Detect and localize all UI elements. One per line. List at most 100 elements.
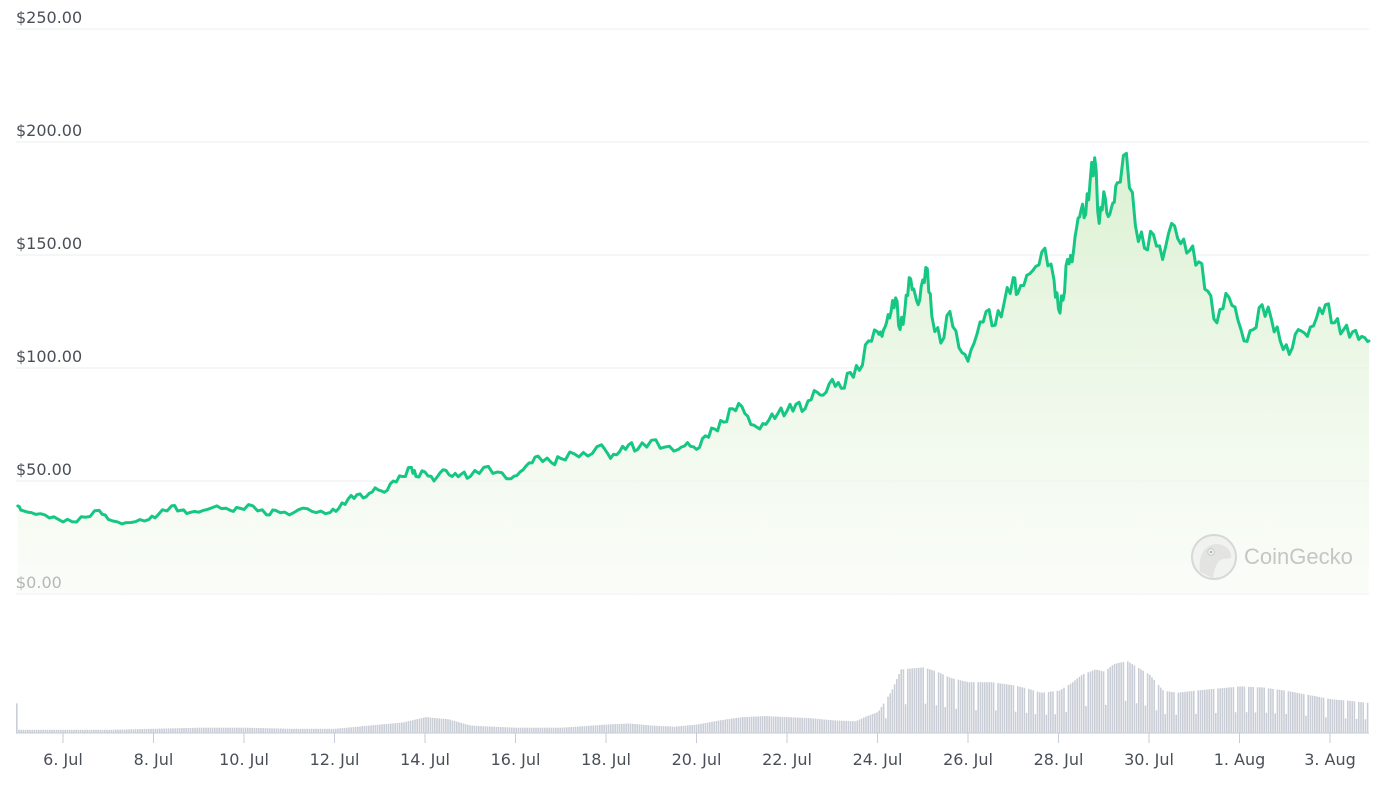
volume-bar <box>170 728 172 733</box>
volume-bar <box>790 717 792 733</box>
volume-bar <box>1289 691 1292 733</box>
volume-bar <box>759 716 762 733</box>
volume-bar <box>772 716 775 733</box>
volume-bar <box>335 728 337 733</box>
volume-bar <box>984 682 986 733</box>
volume-bar <box>167 728 170 733</box>
volume-bar <box>665 726 667 733</box>
volume-bar <box>530 727 533 733</box>
volume-bar <box>185 728 187 733</box>
volume-bar <box>779 716 781 733</box>
volume-bar <box>561 727 564 733</box>
volume-bar <box>495 726 498 733</box>
volume-bar <box>680 726 682 733</box>
volume-bar <box>766 716 768 733</box>
volume-bar <box>57 729 60 733</box>
volume-bar <box>242 727 245 733</box>
volume-bar <box>662 726 665 733</box>
volume-bar <box>1030 689 1032 733</box>
volume-bar <box>979 682 982 733</box>
volume-bar <box>286 728 289 733</box>
volume-bar <box>1131 664 1133 733</box>
volume-bar <box>469 725 471 733</box>
volume-bar <box>1041 692 1043 733</box>
volume-bar <box>871 714 874 733</box>
volume-bar <box>623 723 625 733</box>
volume-bar <box>145 728 148 733</box>
volume-bar <box>990 682 993 733</box>
price-line[interactable] <box>16 151 1371 526</box>
volume-bar <box>460 722 462 733</box>
volume-bar <box>1278 689 1281 733</box>
watermark-brand-text: CoinGecko <box>1244 544 1353 569</box>
volume-bar <box>275 728 278 733</box>
volume-bar <box>1182 692 1184 733</box>
volume-bar <box>341 728 344 733</box>
volume-bar <box>1287 691 1290 733</box>
volume-bar <box>55 729 58 733</box>
volume-bar <box>1186 691 1188 733</box>
volume-bar <box>1338 699 1340 733</box>
volume-bar <box>541 727 544 733</box>
volume-bar <box>579 726 581 733</box>
volume-bar <box>500 727 502 733</box>
volume-bar <box>638 724 641 733</box>
volume-bar <box>964 681 966 733</box>
volume-bar <box>1076 678 1078 733</box>
volume-bar <box>438 718 440 733</box>
volume-bar <box>343 727 346 733</box>
volume-bar <box>1120 662 1122 733</box>
volume-bar <box>986 682 988 733</box>
volume-bar <box>324 728 326 733</box>
x-axis-labels: 6. Jul 8. Jul 10. Jul 12. Jul 14. Jul 16. Jul… <box>43 750 1356 769</box>
x-tick-label: 3. Aug <box>1304 750 1356 769</box>
volume-bar <box>775 716 777 733</box>
volume-bar <box>24 729 27 733</box>
volume-bar <box>524 727 526 733</box>
volume-bar <box>508 727 511 733</box>
volume-bar <box>588 725 590 733</box>
volume-bar <box>436 718 438 733</box>
volume-bar <box>1098 670 1100 733</box>
volume-bar <box>449 719 451 733</box>
volume-bar <box>308 728 311 733</box>
volume-bar <box>1039 692 1041 733</box>
volume-bar <box>95 729 97 733</box>
volume-bar <box>49 729 51 733</box>
volume-bar <box>830 720 832 733</box>
volume-bar <box>209 727 212 733</box>
volume-bar <box>836 720 839 733</box>
volume-bar <box>1336 699 1338 733</box>
volume-bar <box>62 729 64 733</box>
volume-bar <box>302 728 304 733</box>
volume-bar <box>359 726 361 733</box>
volume-bar <box>1067 685 1070 733</box>
volume-bar <box>926 668 929 733</box>
volume-bar <box>66 729 69 733</box>
volume-bar <box>1362 702 1364 733</box>
volume-bar <box>1166 691 1169 733</box>
volume-bar <box>1311 695 1314 733</box>
volume-bar <box>176 728 179 733</box>
volume-bar <box>1138 668 1140 733</box>
y-tick-label: $50.00 <box>16 460 72 479</box>
volume-bar <box>1232 687 1235 733</box>
volume-bar <box>1366 702 1369 733</box>
volume-bar <box>200 727 203 733</box>
volume-bar <box>211 727 214 733</box>
volume-bar <box>51 729 53 733</box>
volume-bar <box>420 718 423 733</box>
volume-bar <box>445 719 447 733</box>
volume-bar <box>632 723 634 733</box>
volume-bar <box>559 727 561 733</box>
volume-bar <box>163 728 165 733</box>
volume-bar <box>1045 714 1048 733</box>
volume-bar <box>431 717 434 733</box>
volume-bar <box>1188 691 1191 733</box>
volume-bar <box>517 727 520 733</box>
volume-bar <box>112 729 115 733</box>
volume-bar <box>761 716 764 733</box>
x-tick-label: 8. Jul <box>134 750 174 769</box>
volume-bar <box>1230 687 1232 733</box>
